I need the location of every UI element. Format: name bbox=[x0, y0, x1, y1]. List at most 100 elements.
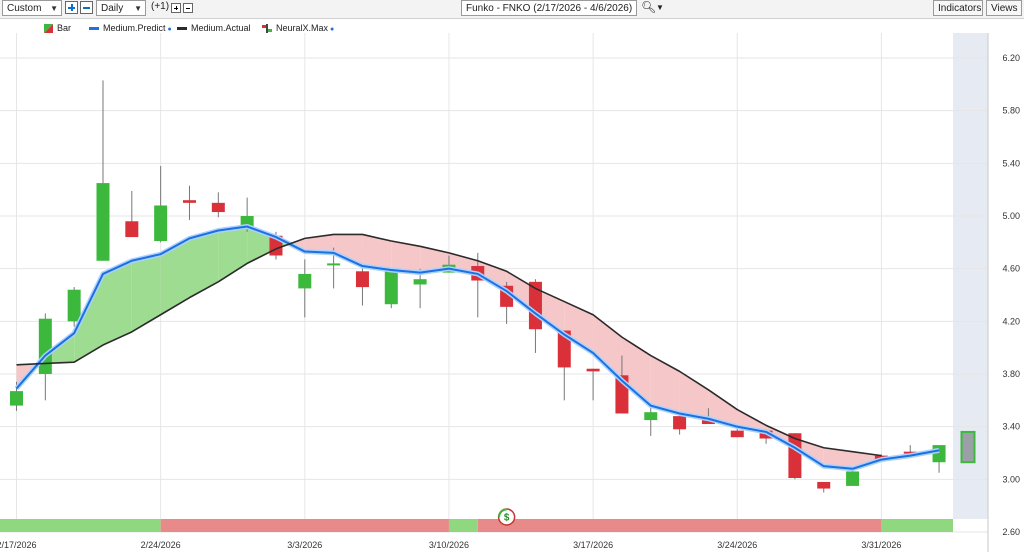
legend-label: Medium.Predict bbox=[103, 23, 166, 33]
views-button[interactable]: Views bbox=[986, 0, 1022, 16]
x-tick-label: 3/31/2026 bbox=[861, 540, 901, 550]
candle bbox=[384, 271, 398, 305]
candle bbox=[154, 205, 168, 242]
step-label: (+1) bbox=[151, 1, 170, 12]
band-fill-down bbox=[708, 389, 738, 427]
candle bbox=[817, 481, 831, 489]
candle bbox=[96, 183, 110, 261]
signal-strip-up bbox=[0, 519, 161, 532]
candle bbox=[327, 263, 341, 266]
y-tick-label: 2.60 bbox=[1002, 527, 1020, 537]
band-fill-down bbox=[621, 337, 651, 406]
zoom-in-icon[interactable] bbox=[65, 1, 78, 14]
step-minus-icon[interactable] bbox=[183, 3, 193, 13]
x-tick-label: 3/10/2026 bbox=[429, 540, 469, 550]
medium-predict-line bbox=[15, 225, 940, 470]
candle bbox=[644, 412, 658, 421]
symbol-title-field[interactable]: Funko - FNKO (2/17/2026 - 4/6/2026) bbox=[461, 0, 637, 16]
legend-label: NeuralX.Max bbox=[276, 23, 329, 33]
candle bbox=[673, 416, 687, 430]
band-fill-down bbox=[304, 234, 334, 253]
indicators-label: Indicators bbox=[938, 3, 982, 14]
signal-strip-up bbox=[881, 519, 953, 532]
y-tick-label: 3.40 bbox=[1002, 422, 1020, 432]
band-fill-up bbox=[160, 238, 190, 315]
legend-item-bar[interactable]: Bar bbox=[44, 22, 71, 34]
y-tick-label: 4.20 bbox=[1002, 316, 1020, 326]
x-tick-label: 2/24/2026 bbox=[141, 540, 181, 550]
y-tick-label: 5.40 bbox=[1002, 158, 1020, 168]
legend-dot-icon: ● bbox=[328, 26, 335, 33]
dollar-signal-text: $ bbox=[504, 513, 510, 524]
bar-icon bbox=[44, 24, 53, 34]
neuralx-icon bbox=[262, 24, 272, 34]
legend-item-neuralx-max[interactable]: NeuralX.Max ● bbox=[262, 22, 334, 36]
band-fill-down bbox=[333, 234, 363, 267]
band-fill-down bbox=[506, 271, 536, 314]
band-fill-down bbox=[564, 301, 594, 353]
band-fill-down bbox=[477, 260, 507, 292]
band-fill-up bbox=[218, 226, 248, 282]
price-chart[interactable]: 6.20 5.80 5.40 5.00 4.60 4.20 3.80 3.40 3.00 2.60… bbox=[0, 19, 1024, 552]
candle bbox=[298, 273, 312, 289]
x-tick-label: 3/3/2026 bbox=[287, 540, 322, 550]
y-tick-label: 5.00 bbox=[1002, 211, 1020, 221]
candle bbox=[413, 279, 427, 285]
signal-strip-up bbox=[448, 519, 478, 532]
medium-actual-line bbox=[16, 233, 882, 457]
candle bbox=[586, 368, 600, 372]
band-fill-up bbox=[189, 230, 219, 298]
y-tick-label: 3.00 bbox=[1002, 474, 1020, 484]
step-plus-icon[interactable] bbox=[171, 3, 181, 13]
candle bbox=[10, 391, 23, 406]
band-fill-up bbox=[102, 260, 132, 346]
candle bbox=[730, 430, 744, 438]
indicators-button[interactable]: Indicators bbox=[933, 0, 983, 16]
candle bbox=[557, 330, 571, 368]
band-fill-down bbox=[391, 241, 421, 273]
y-tick-label: 6.20 bbox=[1002, 53, 1020, 63]
candle bbox=[125, 221, 139, 238]
dropdown-arrow-icon[interactable]: ▼ bbox=[656, 3, 664, 12]
band-fill-down bbox=[420, 246, 449, 273]
legend-item-medium-actual[interactable]: Medium.Actual bbox=[177, 22, 251, 34]
candle bbox=[182, 200, 196, 203]
zoom-out-icon[interactable] bbox=[80, 1, 93, 14]
symbol-title-text: Funko - FNKO (2/17/2026 - 4/6/2026) bbox=[466, 3, 633, 14]
legend-item-medium-predict[interactable]: Medium.Predict ● bbox=[89, 22, 172, 36]
interval-select[interactable]: Daily ▼ bbox=[96, 0, 146, 16]
search-icon[interactable]: 🔍︎ bbox=[641, 0, 657, 14]
band-fill-down bbox=[535, 288, 565, 335]
x-tick-label: 3/17/2026 bbox=[573, 540, 613, 550]
candle bbox=[701, 420, 715, 425]
band-fill-up bbox=[131, 254, 161, 332]
line-swatch-icon bbox=[177, 26, 187, 30]
y-tick-label: 3.80 bbox=[1002, 369, 1020, 379]
range-select[interactable]: Custom ▼ bbox=[2, 0, 62, 16]
interval-select-value: Daily bbox=[101, 3, 124, 14]
range-select-value: Custom bbox=[7, 3, 42, 14]
band-fill-down bbox=[593, 314, 622, 381]
forecast-candle bbox=[960, 430, 976, 464]
candle bbox=[846, 471, 860, 486]
band-fill-down bbox=[823, 447, 853, 469]
signal-strip-down bbox=[160, 519, 449, 532]
legend-label: Bar bbox=[57, 23, 72, 33]
dropdown-arrow-icon: ▼ bbox=[134, 4, 142, 13]
legend-dot-icon: ● bbox=[165, 26, 172, 33]
x-tick-label: 3/24/2026 bbox=[717, 540, 757, 550]
chart-area[interactable]: 6.20 5.80 5.40 5.00 4.60 4.20 3.80 3.40 3.00 2.60… bbox=[0, 19, 1024, 552]
candle bbox=[211, 202, 225, 213]
candle bbox=[67, 289, 81, 322]
band-fill-down bbox=[362, 234, 392, 270]
signal-strip-down bbox=[477, 519, 882, 532]
y-tick-label: 4.60 bbox=[1002, 264, 1020, 274]
band-fill-down bbox=[679, 371, 709, 419]
band-fill-up bbox=[74, 273, 103, 363]
candle bbox=[355, 271, 369, 288]
views-label: Views bbox=[991, 3, 1018, 14]
candle bbox=[38, 318, 52, 374]
legend-label: Medium.Actual bbox=[191, 23, 251, 33]
x-tick-label: 2/17/2026 bbox=[0, 540, 37, 550]
band-fill-down bbox=[650, 355, 680, 414]
